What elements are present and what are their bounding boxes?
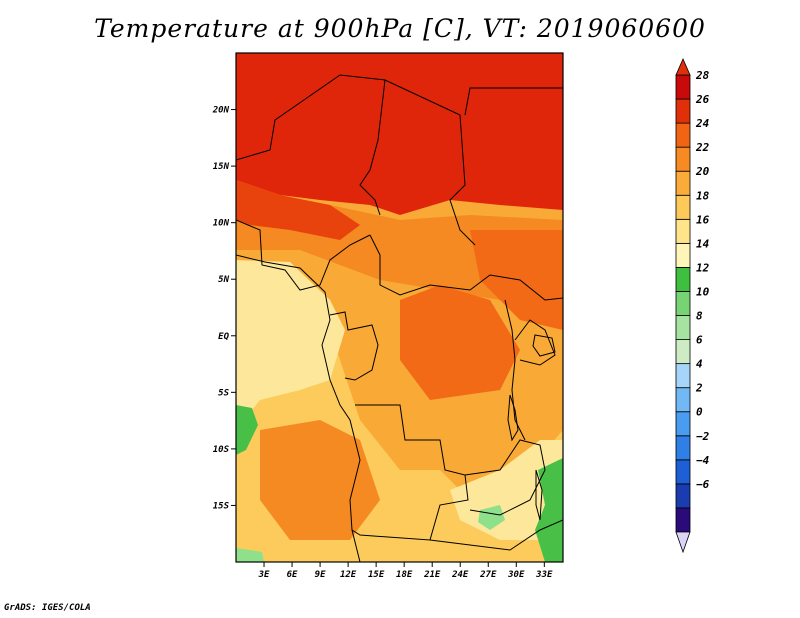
colorbar-label: 22 — [695, 141, 710, 154]
country-borders — [236, 74, 563, 562]
lon-tick-label: 21E — [423, 570, 441, 580]
colorbar-segment — [675, 267, 691, 292]
colorbar-segment — [675, 435, 691, 461]
lat-tick-label: 5N — [218, 275, 229, 285]
lat-tick-label: EQ — [218, 332, 229, 342]
temperature-field — [236, 53, 563, 562]
colorbar-segment — [675, 98, 691, 124]
field-green-southcentral — [478, 505, 505, 530]
border-south — [429, 519, 563, 551]
field-coast-pale — [236, 260, 345, 430]
lon-tick-label: 3E — [258, 570, 270, 580]
lat-tick-label: 15N — [213, 162, 230, 172]
border-zambia — [464, 439, 546, 516]
lat-tick-label: 15S — [213, 501, 230, 511]
lake-victoria — [532, 334, 556, 357]
colorbar-label: 4 — [696, 358, 703, 371]
colorbar-segment — [675, 74, 691, 100]
colorbar-label: 14 — [696, 237, 710, 250]
colorbar-label: 18 — [696, 189, 710, 202]
colorbar-segment — [675, 218, 691, 244]
field-cool-green-west — [236, 405, 258, 455]
lat-tick-label: 10N — [213, 219, 230, 229]
field-southeast-pale — [450, 440, 563, 540]
lat-tick-label: 5S — [218, 388, 229, 398]
border-north-1 — [236, 74, 386, 216]
lon-tick-label: 30E — [507, 570, 525, 580]
colorbar-top-arrow — [675, 58, 691, 76]
lat-tick-label: 20N — [212, 106, 230, 116]
colorbar-label: 28 — [695, 69, 710, 82]
colorbar-segment — [675, 122, 691, 148]
field-north-hot — [236, 53, 563, 215]
colorbar-label: 12 — [696, 261, 710, 274]
field-southwest-orange — [260, 420, 380, 540]
lon-tick-label: 15E — [368, 570, 385, 580]
longitude-axis: 3E 6E 9E 12E 15E 18E 21E 24E 27E 30E 33E — [258, 562, 553, 580]
colorbar-segment — [675, 483, 691, 509]
colorbar-segment — [675, 507, 691, 533]
colorbar-segment — [675, 339, 691, 365]
colorbar-segment — [675, 315, 691, 340]
field-east-warm — [470, 230, 563, 330]
latitude-axis: 20N 15N 10N 5N EQ 5S 10S 15S — [212, 106, 236, 511]
border-northeast — [464, 87, 563, 116]
border-west-1 — [236, 219, 371, 291]
colorbar-segment — [675, 242, 691, 268]
colorbar-label: 20 — [695, 165, 710, 178]
field-cool-green-sw — [236, 548, 264, 562]
colorbar-label: −6 — [696, 478, 710, 491]
colorbar-segment — [675, 291, 691, 316]
colorbar-segment — [675, 387, 691, 413]
plot-frame — [235, 52, 564, 563]
colorbar-label: 24 — [695, 117, 710, 130]
lake-tanganyika — [507, 394, 519, 442]
border-central — [369, 234, 563, 301]
colorbar-label: 10 — [696, 285, 710, 298]
field-cool-green-se — [535, 458, 563, 562]
colorbar-segment — [675, 194, 691, 220]
colorbar-segment — [675, 146, 691, 172]
lat-tick-label: 10S — [213, 445, 230, 455]
field-west-hot — [236, 180, 360, 240]
colorbar-label: 8 — [696, 310, 703, 323]
colorbar-label: −2 — [696, 430, 710, 443]
colorbar-label: 16 — [696, 213, 710, 226]
colorbar-bottom-arrow — [675, 531, 691, 554]
border-gabon-congo — [329, 311, 379, 381]
colorbar-label: −4 — [696, 454, 710, 467]
colorbar-segment — [675, 363, 691, 389]
colorbar-segment — [675, 170, 691, 196]
colorbar-label: 0 — [696, 406, 703, 419]
field-congo-warm — [400, 285, 520, 400]
colorbar-segment — [675, 411, 691, 437]
lon-tick-label: 9E — [315, 570, 326, 580]
colorbar-label: 26 — [695, 93, 710, 106]
lon-tick-label: 12E — [340, 570, 357, 580]
lon-tick-label: 33E — [535, 570, 553, 580]
grads-credit: GrADS: IGES/COLA — [4, 603, 91, 613]
lon-tick-label: 6E — [287, 570, 298, 580]
border-coast — [236, 254, 361, 562]
colorbar-label: 6 — [696, 334, 703, 347]
lon-tick-label: 27E — [479, 570, 497, 580]
lon-tick-label: 24E — [451, 570, 469, 580]
colorbar-segment — [675, 459, 691, 485]
lon-tick-label: 18E — [396, 570, 413, 580]
map-title: Temperature at 900hPa [C], VT: 201906060… — [94, 14, 706, 43]
colorbar-label: 2 — [695, 382, 703, 395]
lake-malawi — [535, 469, 543, 521]
border-north-2 — [384, 79, 476, 246]
border-lakes — [514, 319, 556, 366]
